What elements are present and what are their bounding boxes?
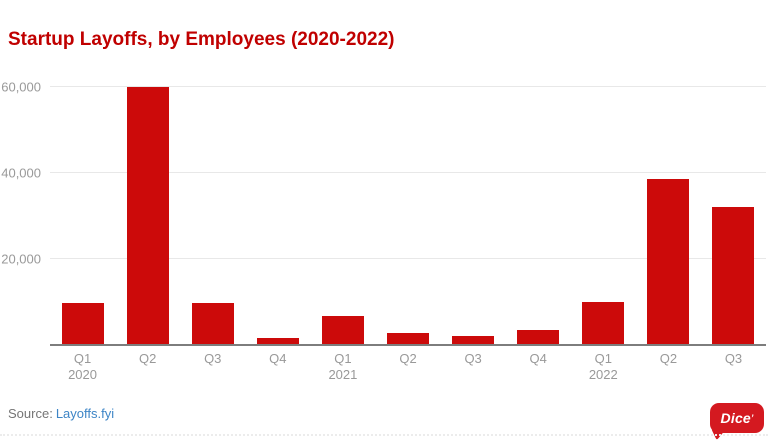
y-axis-tick-label: 20,000 xyxy=(1,251,41,267)
x-tick-year xyxy=(375,367,440,383)
bar-q3-2021 xyxy=(452,335,495,345)
bar-band xyxy=(701,87,766,345)
bar-band xyxy=(571,87,636,345)
x-tick-quarter: Q3 xyxy=(204,351,222,366)
bar-q4-2021 xyxy=(517,330,560,345)
bar-band xyxy=(50,87,115,345)
dice-logo-mark: ’ xyxy=(750,413,754,423)
x-tick: Q3 xyxy=(701,351,766,383)
x-tick: Q4 xyxy=(506,351,571,383)
x-tick-quarter: Q4 xyxy=(529,351,547,366)
x-tick-quarter: Q2 xyxy=(138,351,157,366)
x-tick: Q1 2021 xyxy=(310,351,375,383)
bar-q2-2021 xyxy=(387,333,430,345)
bar-q3-2020 xyxy=(191,302,234,345)
dice-logo: Dice’ xyxy=(710,403,764,433)
bar-band xyxy=(115,87,180,345)
gridline xyxy=(50,172,766,173)
source-label: Source: xyxy=(8,406,53,421)
x-tick: Q2 xyxy=(115,351,180,383)
gridline xyxy=(50,258,766,259)
x-tick-year xyxy=(245,367,310,383)
source-link[interactable]: Layoffs.fyi xyxy=(55,406,115,421)
plot-area: Q1 2020 Q2 Q3 Q4 Q1 2021 Q2 Q3 Q4 Q1 2022 Q2 Q… xyxy=(1,80,766,382)
bar-q1-2021 xyxy=(321,315,364,345)
x-tick: Q2 xyxy=(375,351,440,383)
x-tick-quarter: Q1 xyxy=(73,351,92,366)
dice-logo-text: Dice xyxy=(720,410,751,426)
bar-band xyxy=(310,87,375,345)
x-tick-year xyxy=(701,367,766,383)
bar-q1-2020 xyxy=(61,302,104,345)
x-tick-quarter: Q2 xyxy=(399,351,417,366)
x-tick-year xyxy=(636,367,701,383)
x-tick: Q3 xyxy=(441,351,506,383)
x-tick-quarter: Q2 xyxy=(659,351,678,366)
x-tick: Q3 xyxy=(180,351,245,383)
x-tick-year xyxy=(441,367,506,383)
x-tick-quarter: Q4 xyxy=(269,351,287,366)
bar-band xyxy=(245,87,310,345)
x-tick-quarter: Q3 xyxy=(464,351,482,366)
x-tick-year: 2021 xyxy=(328,367,358,382)
x-tick-quarter: Q1 xyxy=(594,351,612,366)
bar-band xyxy=(636,87,701,345)
bar-q2-2022 xyxy=(647,179,690,345)
x-tick: Q2 xyxy=(636,351,701,383)
bar-band xyxy=(506,87,571,345)
bar-q4-2020 xyxy=(256,337,299,345)
bar-band xyxy=(375,87,440,345)
x-tick: Q1 2020 xyxy=(50,351,115,383)
bar-band xyxy=(441,87,506,345)
x-tick-year: 2020 xyxy=(68,367,97,382)
y-axis-tick-label: 40,000 xyxy=(1,165,41,181)
x-tick: Q4 xyxy=(245,351,310,383)
bar-q3-2022 xyxy=(712,207,755,345)
bar-q1-2022 xyxy=(582,302,625,345)
x-tick-year xyxy=(115,367,180,383)
y-axis-tick-label: 60,000 xyxy=(1,79,41,95)
x-tick-year: 2022 xyxy=(588,367,618,382)
bars-row xyxy=(50,87,766,345)
x-tick-year xyxy=(506,367,571,383)
x-axis-line xyxy=(50,344,766,346)
x-tick-quarter: Q1 xyxy=(334,351,352,366)
chart-title: Startup Layoffs, by Employees (2020-2022… xyxy=(8,29,395,50)
x-tick-quarter: Q3 xyxy=(724,351,743,366)
bottom-crop-artifact xyxy=(0,434,768,436)
x-tick: Q1 2022 xyxy=(571,351,636,383)
x-axis-row: Q1 2020 Q2 Q3 Q4 Q1 2021 Q2 Q3 Q4 Q1 2022 Q2 Q… xyxy=(50,351,766,383)
bar-band xyxy=(180,87,245,345)
bar-q2-2020 xyxy=(126,87,169,345)
x-tick-year xyxy=(180,367,245,383)
source-note: Source: Layoffs.fyi xyxy=(8,406,114,421)
gridline xyxy=(50,86,766,87)
